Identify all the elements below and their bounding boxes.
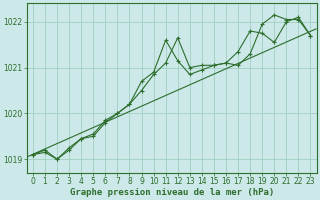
X-axis label: Graphe pression niveau de la mer (hPa): Graphe pression niveau de la mer (hPa) — [69, 188, 274, 197]
